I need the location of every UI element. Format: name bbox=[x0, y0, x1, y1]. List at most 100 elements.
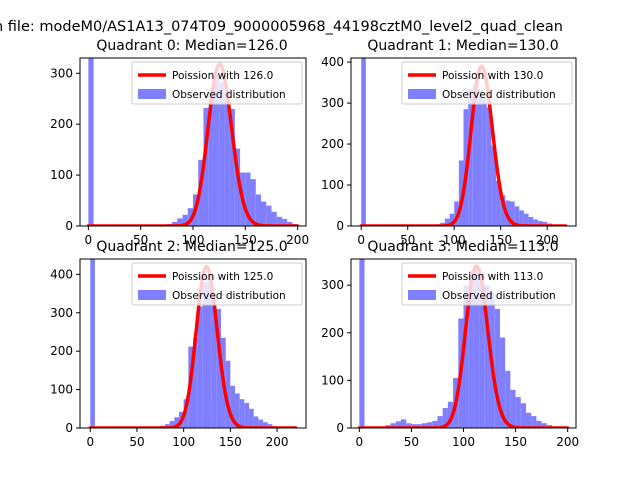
x-tick-label: 100 bbox=[452, 435, 475, 449]
x-tick-label: 50 bbox=[133, 233, 148, 247]
histogram-bar bbox=[427, 422, 433, 428]
histogram-bar bbox=[468, 270, 474, 428]
legend-bar-swatch bbox=[408, 89, 436, 99]
histogram-bar bbox=[193, 337, 198, 428]
histogram-bar bbox=[468, 88, 473, 226]
histogram-bar bbox=[479, 273, 485, 428]
histogram-bar bbox=[536, 420, 542, 428]
histogram-bar bbox=[281, 218, 288, 226]
y-tick-label: 0 bbox=[65, 421, 73, 435]
histogram-bar bbox=[528, 216, 534, 226]
histogram-bar bbox=[486, 107, 492, 226]
histogram-bar bbox=[477, 90, 483, 226]
legend-label-observed: Observed distribution bbox=[172, 89, 286, 101]
histogram-bar bbox=[207, 277, 212, 428]
histogram-bar bbox=[442, 408, 448, 428]
histogram-bar bbox=[454, 201, 459, 226]
histogram-bar bbox=[494, 308, 500, 428]
x-tick-label: 100 bbox=[172, 435, 195, 449]
histogram-bar bbox=[202, 282, 208, 428]
legend-bar-swatch bbox=[408, 290, 436, 300]
legend: Poission with 125.0 Observed distribution bbox=[131, 262, 303, 306]
histogram-bar bbox=[263, 422, 268, 428]
quadrant-0-title: Quadrant 0: Median=126.0 bbox=[96, 38, 287, 54]
histogram-bar bbox=[359, 259, 365, 428]
x-tick-label: 150 bbox=[504, 435, 527, 449]
x-tick-label: 200 bbox=[556, 435, 579, 449]
histogram-bar bbox=[253, 416, 259, 428]
legend-label-observed: Observed distribution bbox=[442, 89, 556, 101]
histogram-bar bbox=[542, 221, 548, 226]
quadrant-3-chart: 0 50 100 150 200 0 100 200 300 Poission with 113.… bbox=[321, 239, 579, 449]
histogram-bar bbox=[519, 210, 524, 226]
histogram-bar bbox=[224, 92, 230, 226]
histogram-bar bbox=[245, 172, 251, 226]
histogram-bar bbox=[219, 82, 225, 226]
histogram-bar bbox=[463, 285, 469, 428]
histogram-bar bbox=[491, 146, 497, 226]
histogram-bar bbox=[499, 337, 506, 428]
poisson-curve bbox=[88, 264, 298, 428]
poisson-curve bbox=[357, 264, 570, 428]
legend-bar-swatch bbox=[138, 89, 166, 99]
histogram-bar bbox=[416, 424, 422, 428]
x-tick-label: 150 bbox=[219, 435, 242, 449]
y-tick-label: 100 bbox=[321, 178, 344, 192]
histogram-bar bbox=[395, 421, 401, 428]
x-tick-label: 100 bbox=[443, 233, 466, 247]
x-tick-label: 100 bbox=[182, 233, 205, 247]
y-tick-label: 100 bbox=[321, 373, 344, 387]
legend-label-poisson: Poission with 126.0 bbox=[172, 70, 273, 82]
histogram-bar bbox=[211, 295, 217, 428]
histogram-bar bbox=[449, 213, 455, 226]
quadrant-2-title: Quadrant 2: Median=125.0 bbox=[96, 239, 287, 255]
y-tick-label: 400 bbox=[50, 267, 73, 281]
histogram-bar bbox=[447, 401, 454, 428]
histogram-bar bbox=[537, 221, 543, 226]
x-tick-label: 50 bbox=[400, 233, 415, 247]
histogram-bar bbox=[208, 91, 214, 226]
histogram-bar bbox=[230, 385, 236, 428]
legend-label-observed: Observed distribution bbox=[172, 290, 286, 302]
histogram-bar bbox=[164, 424, 170, 428]
histogram-bar bbox=[172, 221, 178, 226]
quadrant-0-chart: 0 50 100 150 200 0 100 200 300 Poission with 126.… bbox=[50, 38, 309, 247]
quadrant-3-plot-area bbox=[357, 259, 570, 428]
histogram-bar bbox=[406, 423, 412, 428]
y-tick-label: 200 bbox=[50, 344, 73, 358]
x-tick-label: 200 bbox=[536, 233, 559, 247]
histogram-bar bbox=[523, 213, 529, 226]
histogram-bar bbox=[276, 216, 282, 226]
axes-frame bbox=[350, 57, 577, 227]
histogram-bar bbox=[249, 408, 254, 428]
histogram-bar bbox=[514, 206, 520, 226]
histogram-bar bbox=[361, 58, 366, 226]
histogram-bar bbox=[390, 423, 396, 428]
x-tick-label: 150 bbox=[489, 233, 512, 247]
histogram-bar bbox=[197, 307, 203, 428]
histogram-bar bbox=[225, 360, 231, 428]
x-tick-label: 0 bbox=[86, 435, 94, 449]
x-tick-label: 0 bbox=[356, 435, 364, 449]
histogram-bar bbox=[255, 194, 262, 226]
x-tick-label: 150 bbox=[234, 233, 257, 247]
legend: Poission with 126.0 Observed distribution bbox=[131, 61, 303, 105]
x-tick-label: 50 bbox=[129, 435, 144, 449]
histogram-bar bbox=[509, 201, 515, 226]
histogram-bar bbox=[421, 423, 428, 428]
figure-suptitle: n file: modeM0/AS1A13_074T09_9000005968_… bbox=[0, 19, 563, 35]
legend-bar-swatch bbox=[138, 290, 166, 300]
y-tick-label: 300 bbox=[321, 278, 344, 292]
y-tick-label: 400 bbox=[321, 55, 344, 69]
y-tick-label: 300 bbox=[321, 96, 344, 110]
quadrant-3-title: Quadrant 3: Median=113.0 bbox=[367, 239, 558, 255]
histogram-bar bbox=[482, 98, 487, 226]
histogram-bar bbox=[258, 419, 264, 428]
x-tick-label: 0 bbox=[357, 233, 365, 247]
histogram-bar bbox=[174, 417, 179, 428]
quadrant-1-title: Quadrant 1: Median=130.0 bbox=[367, 38, 558, 54]
x-tick-label: 0 bbox=[85, 233, 93, 247]
histogram-bar bbox=[88, 58, 94, 226]
histogram-bar bbox=[515, 397, 521, 428]
